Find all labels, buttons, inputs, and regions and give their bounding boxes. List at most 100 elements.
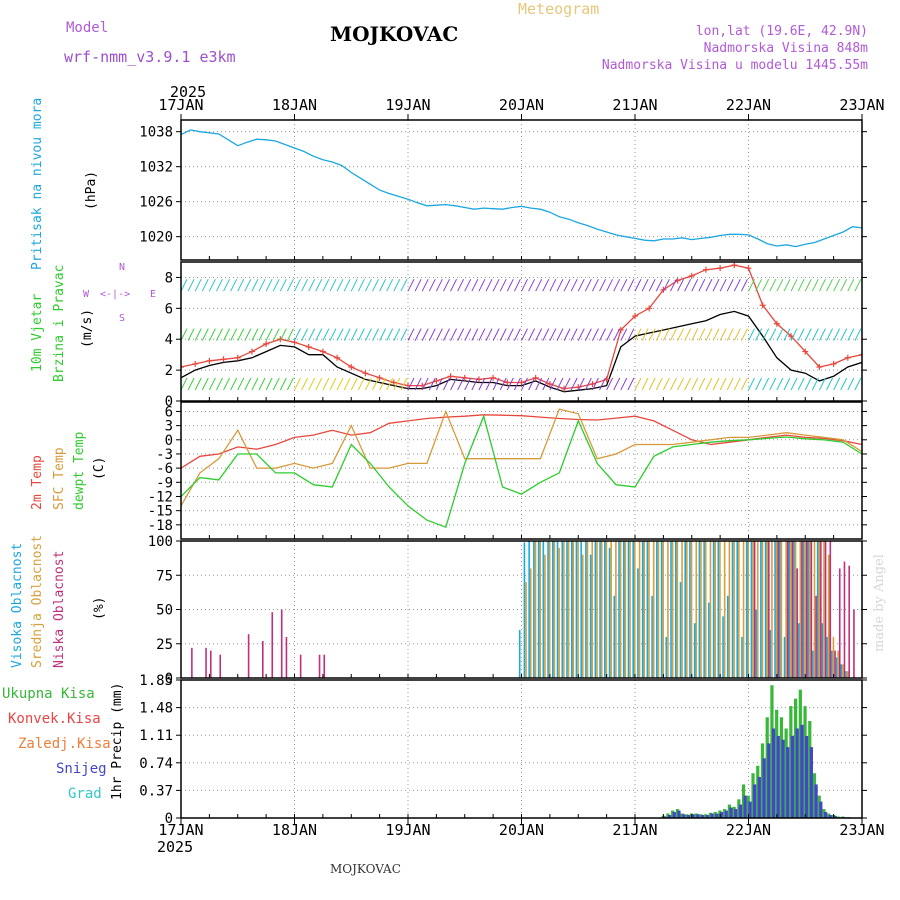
high-cloud-title: Visoka Oblacnost bbox=[10, 542, 25, 668]
wind-barb bbox=[279, 328, 287, 341]
wind-barb bbox=[563, 377, 571, 391]
x-tick-label: 23JAN bbox=[839, 821, 884, 839]
wind-barb bbox=[684, 328, 692, 341]
bar bbox=[833, 815, 837, 818]
wind-barb bbox=[762, 377, 770, 391]
y-tick-label: -3 bbox=[156, 447, 173, 463]
wind-barb bbox=[641, 328, 649, 341]
y-tick-label: 1.85 bbox=[139, 673, 173, 689]
wind-barb bbox=[216, 278, 223, 292]
bar bbox=[652, 541, 655, 678]
wind-barb bbox=[790, 278, 798, 292]
bar bbox=[548, 541, 551, 678]
bar bbox=[657, 541, 660, 678]
bar bbox=[835, 657, 838, 678]
bar bbox=[685, 814, 689, 818]
x-tick-label: 17JAN bbox=[158, 96, 203, 114]
wind-barb bbox=[216, 377, 223, 391]
bar bbox=[736, 541, 739, 678]
bar bbox=[727, 804, 731, 818]
y-tick-label: 4 bbox=[165, 332, 173, 348]
bar bbox=[646, 541, 649, 678]
legend-total-rain: Ukupna Kisa bbox=[2, 686, 95, 702]
bar bbox=[843, 561, 846, 678]
wind-barb bbox=[471, 328, 479, 341]
wind-barb bbox=[428, 278, 436, 292]
wind-barb bbox=[542, 377, 550, 391]
wind-barb bbox=[748, 278, 755, 292]
wind-title-1: 10m Vjetar bbox=[30, 293, 45, 372]
x-tick-label: 19JAN bbox=[385, 96, 430, 114]
wind-barb bbox=[726, 377, 734, 391]
x-tick-label: 23JAN bbox=[839, 96, 884, 114]
bar bbox=[743, 795, 747, 818]
y-tick-label: -9 bbox=[156, 475, 173, 491]
bar bbox=[594, 541, 597, 678]
wind-barb bbox=[286, 278, 294, 292]
gust-marker bbox=[561, 385, 568, 392]
wind-barb bbox=[478, 278, 486, 292]
bar bbox=[783, 636, 786, 678]
bar bbox=[724, 810, 728, 818]
wind-barb bbox=[414, 278, 422, 292]
gust-marker bbox=[518, 379, 525, 386]
wind-barb bbox=[620, 328, 628, 341]
wind-barb bbox=[577, 377, 585, 391]
wind-barb bbox=[230, 377, 238, 391]
bar bbox=[796, 568, 798, 678]
bar bbox=[722, 616, 724, 678]
bar bbox=[698, 541, 701, 678]
wind-barb bbox=[740, 278, 748, 292]
wind-barb bbox=[187, 377, 195, 391]
bar bbox=[634, 541, 636, 678]
bar bbox=[840, 664, 843, 678]
wind-barb bbox=[499, 278, 507, 292]
wind-barb bbox=[755, 377, 763, 391]
wind-barb bbox=[755, 278, 763, 292]
wind-barb bbox=[343, 377, 351, 391]
bar bbox=[615, 541, 617, 678]
bar bbox=[762, 758, 766, 818]
bar bbox=[604, 541, 606, 678]
bar bbox=[247, 634, 250, 678]
y-tick-label: -15 bbox=[148, 504, 173, 520]
gust-marker bbox=[646, 305, 653, 312]
wind-barb bbox=[726, 278, 734, 292]
gust-marker bbox=[702, 266, 709, 273]
bar bbox=[533, 541, 535, 678]
bar bbox=[561, 541, 564, 678]
wind-barb bbox=[847, 377, 855, 391]
wind-barb bbox=[521, 278, 528, 292]
y-tick-label: 1026 bbox=[139, 195, 173, 211]
bar bbox=[191, 647, 193, 678]
wind-barb bbox=[379, 278, 387, 292]
gust-marker bbox=[305, 343, 312, 350]
wind-barb bbox=[698, 377, 706, 391]
wind-barb bbox=[712, 278, 720, 292]
bar bbox=[824, 541, 827, 678]
wind-barb bbox=[279, 278, 287, 292]
bar bbox=[748, 801, 752, 818]
bar bbox=[637, 568, 639, 678]
bar bbox=[742, 541, 745, 678]
bar bbox=[544, 554, 546, 678]
wind-barb bbox=[443, 328, 450, 341]
wind-barb bbox=[329, 328, 337, 341]
wind-barb bbox=[464, 377, 472, 391]
wind-barb bbox=[684, 377, 692, 391]
bar bbox=[648, 541, 650, 678]
wind-barb bbox=[670, 328, 677, 341]
wind-barb bbox=[804, 377, 812, 391]
gust-marker bbox=[773, 320, 780, 327]
series-line bbox=[181, 310, 862, 393]
bar bbox=[747, 541, 750, 678]
bar bbox=[719, 541, 721, 678]
bar bbox=[713, 812, 717, 818]
wind-barb bbox=[322, 377, 330, 391]
wind-barb bbox=[818, 278, 826, 292]
wind-barb bbox=[762, 278, 770, 292]
bar bbox=[209, 650, 212, 678]
dewpt-title: dewpt Temp bbox=[72, 431, 87, 510]
x-tick-label: 22JAN bbox=[726, 96, 771, 114]
panel-frame bbox=[180, 119, 863, 261]
